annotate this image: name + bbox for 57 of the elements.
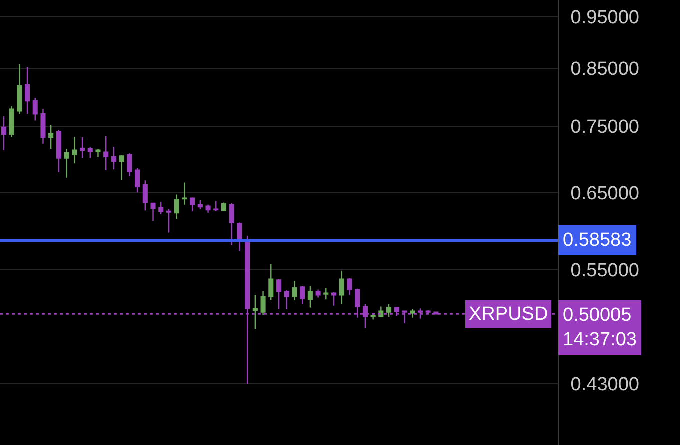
candlestick xyxy=(347,278,352,296)
candlestick xyxy=(221,202,227,212)
annotation: XRPUSD xyxy=(469,304,548,325)
candlestick xyxy=(48,124,54,150)
candlestick xyxy=(276,278,282,310)
candlestick xyxy=(316,289,321,298)
candlestick xyxy=(158,201,164,216)
candlestick xyxy=(214,200,219,212)
candlestick xyxy=(150,202,156,222)
candlestick xyxy=(88,146,93,159)
y-tick-label: 0.43000 xyxy=(570,374,640,396)
candlestick xyxy=(252,294,258,330)
candlestick xyxy=(370,312,376,320)
candlestick xyxy=(9,106,14,138)
candlestick xyxy=(1,116,6,151)
candlestick xyxy=(17,64,22,115)
candlestick xyxy=(229,202,234,246)
candlestick xyxy=(284,290,290,310)
candlestick xyxy=(166,208,172,234)
candlestick xyxy=(268,264,274,302)
candlestick xyxy=(135,168,140,194)
candlestick xyxy=(260,290,266,316)
candlestick xyxy=(300,286,306,305)
candlestick xyxy=(127,153,132,178)
candlestick xyxy=(339,270,344,305)
candlestick xyxy=(142,180,148,212)
candlestick xyxy=(292,280,298,302)
candlestick xyxy=(111,146,116,170)
candlestick xyxy=(96,148,101,158)
candlestick xyxy=(237,222,242,252)
y-tick-label: 0.95000 xyxy=(570,7,640,28)
candlestick xyxy=(72,136,78,164)
y-tick-label: 0.75000 xyxy=(570,116,640,138)
candlestick xyxy=(56,129,62,173)
candlestick xyxy=(64,148,70,178)
candlestick xyxy=(104,136,109,171)
candlestick xyxy=(190,197,196,212)
candlestick xyxy=(206,204,211,214)
ref-line-label: 0.58583 xyxy=(563,230,632,251)
candlestick xyxy=(331,292,337,306)
candlestick xyxy=(378,306,384,318)
ref-line-label: 0.50005 14:37:03 xyxy=(563,305,637,351)
candlestick xyxy=(24,66,30,115)
candlestick xyxy=(308,286,313,308)
candlestick xyxy=(324,287,329,300)
candlestick xyxy=(198,200,203,210)
candlestick xyxy=(40,108,46,145)
candlestick xyxy=(119,154,124,181)
candlestick xyxy=(80,136,86,159)
candlestick xyxy=(182,182,188,206)
candlestick xyxy=(174,194,180,220)
candlestick xyxy=(32,98,38,122)
y-tick-label: 0.65000 xyxy=(570,183,640,204)
y-tick-label: 0.55000 xyxy=(570,260,640,282)
y-tick-label: 0.85000 xyxy=(570,58,640,80)
candlestick xyxy=(410,308,416,318)
candlestick xyxy=(386,303,392,318)
